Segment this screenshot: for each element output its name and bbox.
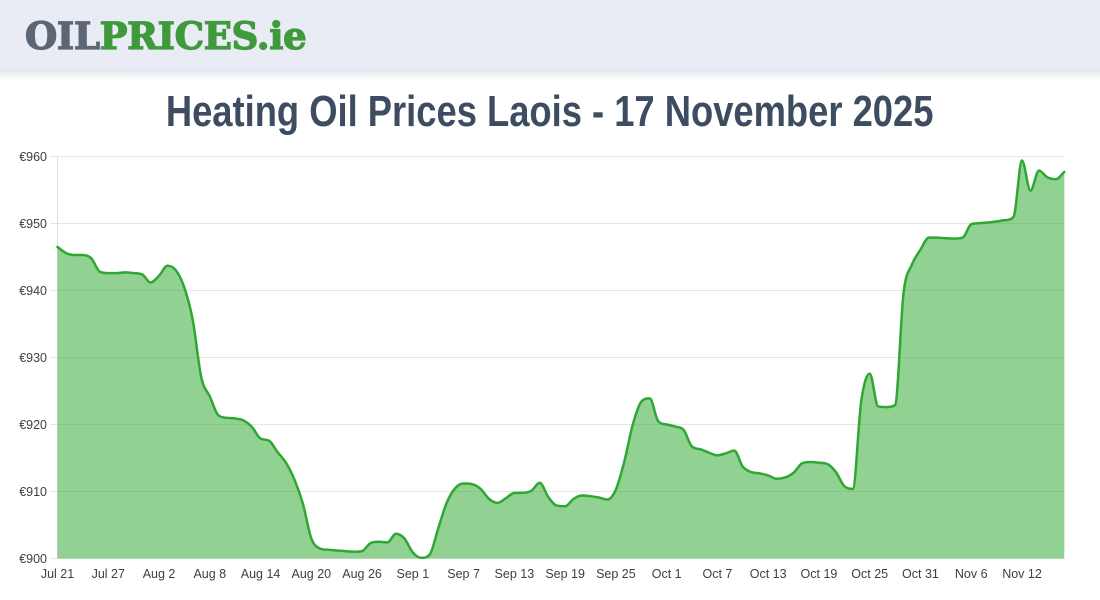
x-tick-label: Jul 27 <box>92 567 125 581</box>
price-line <box>56 159 1066 560</box>
logo-text-oil: OIL <box>24 13 100 58</box>
y-tick-label: €910 <box>19 485 47 499</box>
y-tick-label: €920 <box>19 418 47 432</box>
x-tick-label: Sep 1 <box>397 567 430 581</box>
x-tick-label: Nov 12 <box>1002 567 1042 581</box>
x-tick-label: Sep 7 <box>447 567 480 581</box>
site-header: OILPRICES.ie <box>0 0 1100 80</box>
x-tick-label: Oct 31 <box>902 567 939 581</box>
x-tick-label: Sep 19 <box>545 567 585 581</box>
y-tick-label: €900 <box>19 552 47 566</box>
x-tick-label: Aug 2 <box>143 567 176 581</box>
x-tick-label: Sep 13 <box>495 567 535 581</box>
x-tick-label: Oct 25 <box>851 567 888 581</box>
page-title-text: Heating Oil Prices Laois - 17 November 2… <box>166 87 934 136</box>
x-tick-label: Aug 26 <box>342 567 382 581</box>
x-tick-label: Aug 14 <box>241 567 281 581</box>
x-tick-label: Aug 20 <box>292 567 332 581</box>
site-logo[interactable]: OILPRICES.ie <box>24 12 307 60</box>
y-tick-label: €960 <box>19 150 47 164</box>
y-tick-label: €950 <box>19 217 47 231</box>
x-tick-label: Nov 6 <box>955 567 988 581</box>
logo-text-prices-ie: PRICES.ie <box>99 13 307 58</box>
y-tick-label: €940 <box>19 284 47 298</box>
x-tick-label: Sep 25 <box>596 567 636 581</box>
x-tick-label: Oct 13 <box>750 567 787 581</box>
x-tick-label: Oct 1 <box>652 567 682 581</box>
x-tick-label: Oct 7 <box>702 567 732 581</box>
x-tick-label: Aug 8 <box>193 567 226 581</box>
y-tick-label: €930 <box>19 351 47 365</box>
x-tick-label: Oct 19 <box>801 567 838 581</box>
x-tick-label: Jul 21 <box>41 567 74 581</box>
price-area-fill <box>57 160 1065 559</box>
page-title: Heating Oil Prices Laois - 17 November 2… <box>0 90 1100 134</box>
